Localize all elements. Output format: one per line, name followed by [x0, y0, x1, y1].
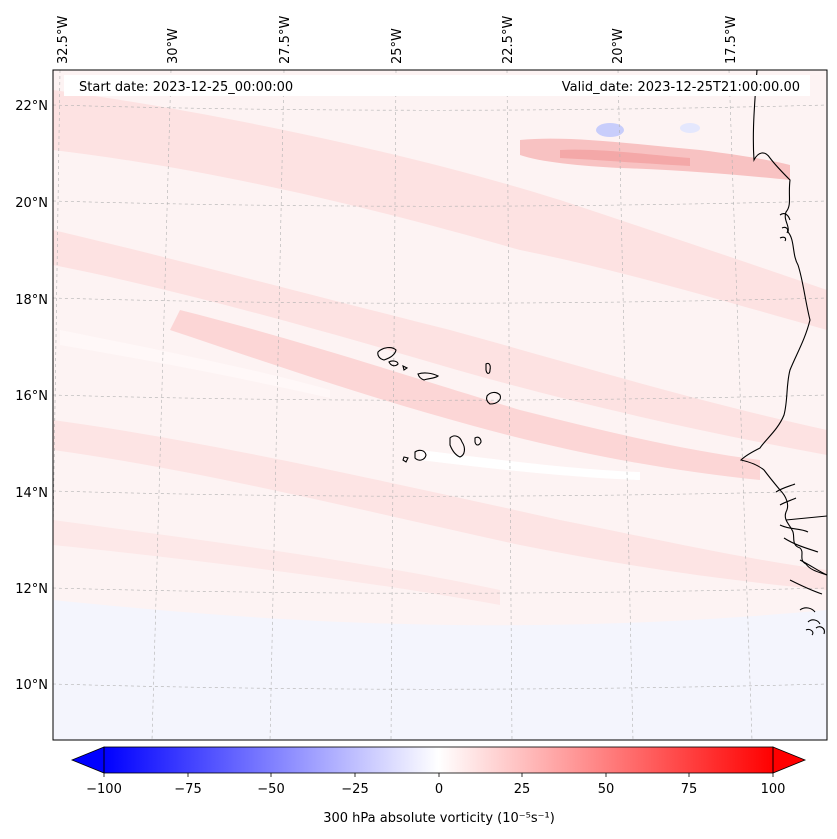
santo-antao-island — [377, 347, 397, 361]
longitude-label: 17.5°W — [724, 16, 739, 64]
vorticity-minimum-streak — [420, 450, 640, 480]
cabo-verde-islands — [377, 347, 501, 463]
negative-vorticity-cell — [680, 123, 700, 133]
map-frame — [52, 69, 828, 741]
latitude-labels: 22°N 20°N 18°N 16°N 14°N 12°N 10°N — [15, 99, 48, 693]
santa-luzia-island — [402, 364, 409, 371]
longitude-label: 30°W — [166, 28, 181, 64]
bissagos-islands — [799, 607, 825, 636]
vorticity-band — [53, 420, 827, 590]
banc-arguin-islets — [779, 213, 791, 242]
latitude-label: 16°N — [15, 389, 48, 404]
vorticity-band — [53, 90, 827, 330]
valid-date-label: Valid_date: 2023-12-25T21:00:00.00 — [562, 80, 800, 95]
negative-vorticity-cell — [596, 123, 624, 137]
vorticity-band — [53, 230, 827, 455]
colorbar-tick-label: 75 — [681, 782, 698, 797]
colorbar-tick-label: 0 — [435, 782, 443, 797]
vorticity-band — [170, 310, 760, 480]
maio-island — [474, 436, 482, 446]
colorbar-tick-label: 100 — [761, 782, 786, 797]
santiago-island — [449, 435, 465, 458]
colorbar-tick-label: 25 — [514, 782, 531, 797]
latitude-label: 10°N — [15, 678, 48, 693]
brava-island — [402, 456, 409, 463]
colorbar-tick-label: 50 — [598, 782, 615, 797]
longitude-label: 27.5°W — [278, 16, 293, 64]
vorticity-band — [53, 520, 500, 605]
colorbar-outline — [103, 746, 774, 774]
sao-nicolau-island — [417, 372, 440, 381]
latitude-label: 20°N — [15, 196, 48, 211]
colorbar-tick-marks — [103, 773, 774, 777]
colorbar-extend-low — [70, 746, 105, 774]
vorticity-maximum-north — [560, 149, 690, 166]
boa-vista-island — [486, 391, 501, 405]
longitude-label: 22.5°W — [501, 16, 516, 64]
colorbar-body — [104, 747, 773, 773]
date-label-background — [64, 75, 810, 96]
negative-vorticity-region-south — [53, 600, 827, 740]
start-date-label: Start date: 2023-12-25_00:00:00 — [79, 80, 293, 95]
longitude-label: 25°W — [390, 28, 405, 64]
colorbar-tick-label: −75 — [174, 782, 201, 797]
coastlines — [739, 70, 827, 636]
colorbar: −100 −75 −50 −25 0 25 50 75 100 300 hPa … — [70, 746, 807, 826]
sao-vicente-island — [388, 360, 399, 367]
longitude-label: 20°W — [611, 28, 626, 64]
colorbar-tick-label: −50 — [257, 782, 284, 797]
fogo-island — [414, 449, 427, 461]
longitude-label: 32.5°W — [56, 16, 71, 64]
colorbar-extend-high — [772, 746, 807, 774]
africa-coastline — [739, 70, 827, 576]
vorticity-minimum-streak — [60, 330, 330, 398]
colorbar-tick-label: −100 — [86, 782, 122, 797]
longitude-labels: 32.5°W 30°W 27.5°W 25°W 22.5°W 20°W 17.5… — [56, 16, 739, 64]
latitude-label: 12°N — [15, 582, 48, 597]
latitude-label: 14°N — [15, 486, 48, 501]
colorbar-tick-label: −25 — [341, 782, 368, 797]
africa-coastline-detail — [775, 483, 827, 595]
gridlines — [53, 70, 827, 740]
vorticity-field — [53, 70, 827, 740]
latitude-label: 22°N — [15, 99, 48, 114]
colorbar-label: 300 hPa absolute vorticity (10⁻⁵s⁻¹) — [323, 811, 555, 826]
latitude-label: 18°N — [15, 293, 48, 308]
sal-island — [485, 362, 491, 374]
